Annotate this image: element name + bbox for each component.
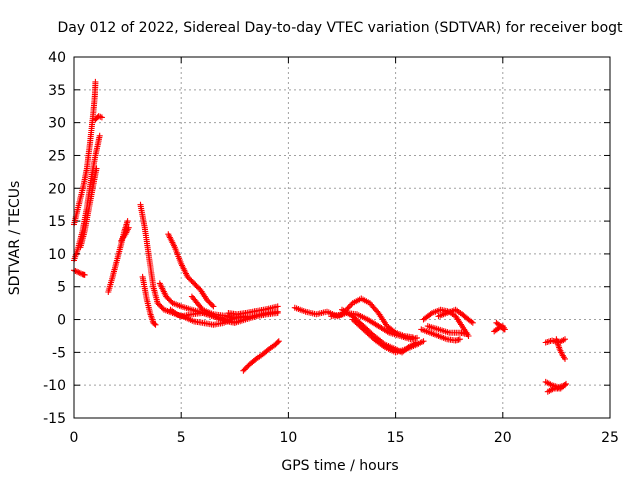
data-segment-3 <box>77 165 100 251</box>
data-point-markers <box>92 113 105 123</box>
data-point-markers <box>424 323 470 337</box>
data-point-markers <box>225 303 281 318</box>
y-tick-label: 30 <box>48 116 66 132</box>
data-point-markers <box>349 316 427 356</box>
data-segment-4 <box>92 113 105 123</box>
data-point-markers <box>165 231 217 310</box>
data-segment-27 <box>553 336 568 362</box>
y-tick-label: 10 <box>48 247 66 263</box>
chart-title: Day 012 of 2022, Sidereal Day-to-day VTE… <box>57 20 623 36</box>
y-tick-label: 15 <box>48 214 66 230</box>
data-segment-14 <box>210 310 281 326</box>
data-point-markers <box>328 295 416 341</box>
grid-layer <box>74 57 610 418</box>
x-tick-label: 25 <box>601 430 619 446</box>
data-segment-29 <box>544 380 569 395</box>
y-tick-label: -10 <box>43 378 66 394</box>
data-layer <box>71 78 569 395</box>
data-segment-13 <box>225 303 281 318</box>
y-tick-label: 40 <box>48 50 66 66</box>
data-segment-23 <box>424 323 470 337</box>
data-point-markers <box>240 338 282 374</box>
y-tick-label: 25 <box>48 148 66 164</box>
data-point-markers <box>418 326 463 344</box>
data-segment-25 <box>493 319 507 333</box>
data-point-markers <box>553 336 568 362</box>
axis-layer: 0 5 10 15 20 25 -15 -10 -5 0 5 10 15 20 25 30 35 40 <box>43 50 619 446</box>
data-segment-20 <box>418 326 463 344</box>
data-segment-8 <box>139 273 159 328</box>
data-point-markers <box>493 319 507 333</box>
y-tick-label: 5 <box>57 280 66 296</box>
data-point-markers <box>544 380 569 395</box>
data-point-markers <box>210 310 281 326</box>
data-point-markers <box>118 224 132 244</box>
y-tick-label: -15 <box>43 411 66 427</box>
data-segment-6 <box>118 224 132 244</box>
plot-frame <box>73 56 611 419</box>
y-tick-label: 35 <box>48 83 66 99</box>
x-tick-label: 10 <box>279 430 297 446</box>
x-tick-label: 15 <box>387 430 405 446</box>
y-tick-label: -5 <box>52 345 66 361</box>
x-tick-label: 20 <box>494 430 512 446</box>
data-point-markers <box>435 306 476 326</box>
data-segment-22 <box>435 306 476 326</box>
data-segment-2 <box>71 132 103 264</box>
data-point-markers <box>71 132 103 264</box>
x-axis-label: GPS time / hours <box>281 458 398 474</box>
x-tick-label: 5 <box>177 430 186 446</box>
data-point-markers <box>77 165 100 251</box>
y-tick-label: 20 <box>48 181 66 197</box>
data-point-markers <box>139 273 159 328</box>
data-segment-10 <box>165 231 217 310</box>
data-segment-19 <box>349 316 427 356</box>
x-tick-label: 0 <box>70 430 79 446</box>
data-segment-17 <box>328 295 416 341</box>
y-axis-label: SDTVAR / TECUs <box>7 181 23 296</box>
y-tick-label: 0 <box>57 313 66 329</box>
data-segment-15 <box>240 338 282 374</box>
